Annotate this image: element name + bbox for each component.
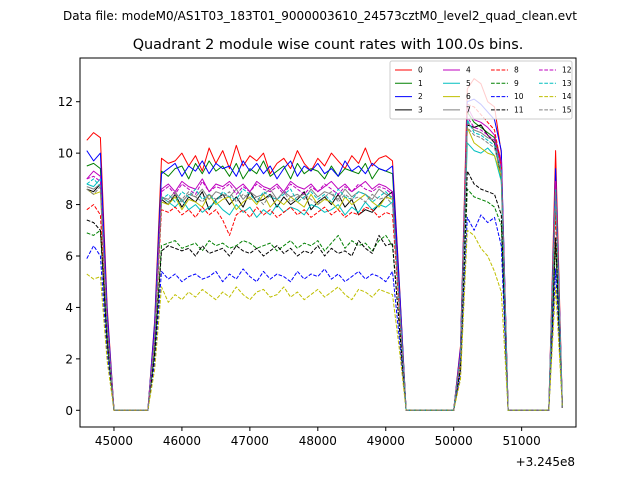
series-line-6 xyxy=(86,126,563,411)
y-tick-label: 6 xyxy=(65,250,73,264)
series-line-11 xyxy=(86,170,563,411)
series-line-7 xyxy=(86,121,563,411)
y-tick-label: 10 xyxy=(58,147,73,161)
series-line-8 xyxy=(86,103,563,411)
legend-box xyxy=(389,60,573,120)
series-line-12 xyxy=(86,116,563,411)
x-tick-label: 47000 xyxy=(231,434,269,448)
x-tick-label: 46000 xyxy=(163,434,201,448)
plot-border xyxy=(79,57,577,428)
x-offset-label: +3.245e8 xyxy=(516,455,575,469)
legend-label-1: 1 xyxy=(418,79,423,88)
y-tick-label: 12 xyxy=(58,95,73,109)
legend-label-3: 3 xyxy=(418,105,423,114)
y-tick-label: 0 xyxy=(65,404,73,418)
legend-label-5: 5 xyxy=(466,79,471,88)
legend-label-7: 7 xyxy=(466,105,471,114)
series-line-4 xyxy=(86,106,563,411)
legend-label-8: 8 xyxy=(514,66,519,75)
y-tick-label: 8 xyxy=(65,198,73,212)
legend-label-11: 11 xyxy=(514,105,524,114)
y-tick-label: 2 xyxy=(65,352,73,366)
series-line-13 xyxy=(86,119,563,411)
legend-label-2: 2 xyxy=(418,92,423,101)
x-tick-label: 48000 xyxy=(299,434,337,448)
legend-label-9: 9 xyxy=(514,79,519,88)
chart-suptitle: Data file: modeM0/AS1T03_183T01_90000036… xyxy=(63,9,577,23)
chart-title: Quadrant 2 module wise count rates with … xyxy=(133,37,524,53)
x-axis: 45000 46000 47000 48000 49000 50000 51000 xyxy=(95,427,541,448)
legend-label-4: 4 xyxy=(466,66,471,75)
x-tick-label: 45000 xyxy=(95,434,133,448)
legend-label-6: 6 xyxy=(466,92,471,101)
series-line-15 xyxy=(86,126,563,411)
legend-label-15: 15 xyxy=(562,105,572,114)
legend-label-13: 13 xyxy=(562,79,572,88)
legend-label-12: 12 xyxy=(562,66,572,75)
series-line-14 xyxy=(86,229,563,411)
series-line-3 xyxy=(86,124,563,411)
x-tick-label: 50000 xyxy=(435,434,473,448)
series-line-9 xyxy=(86,188,563,411)
x-tick-label: 51000 xyxy=(503,434,541,448)
legend-label-0: 0 xyxy=(418,66,423,75)
y-tick-label: 4 xyxy=(65,301,73,315)
y-axis: 0 2 4 6 8 10 12 xyxy=(58,95,80,418)
series-layer xyxy=(86,78,563,411)
legend-label-14: 14 xyxy=(562,92,572,101)
series-line-10 xyxy=(86,214,563,411)
legend-label-10: 10 xyxy=(514,92,524,101)
x-tick-label: 49000 xyxy=(367,434,405,448)
